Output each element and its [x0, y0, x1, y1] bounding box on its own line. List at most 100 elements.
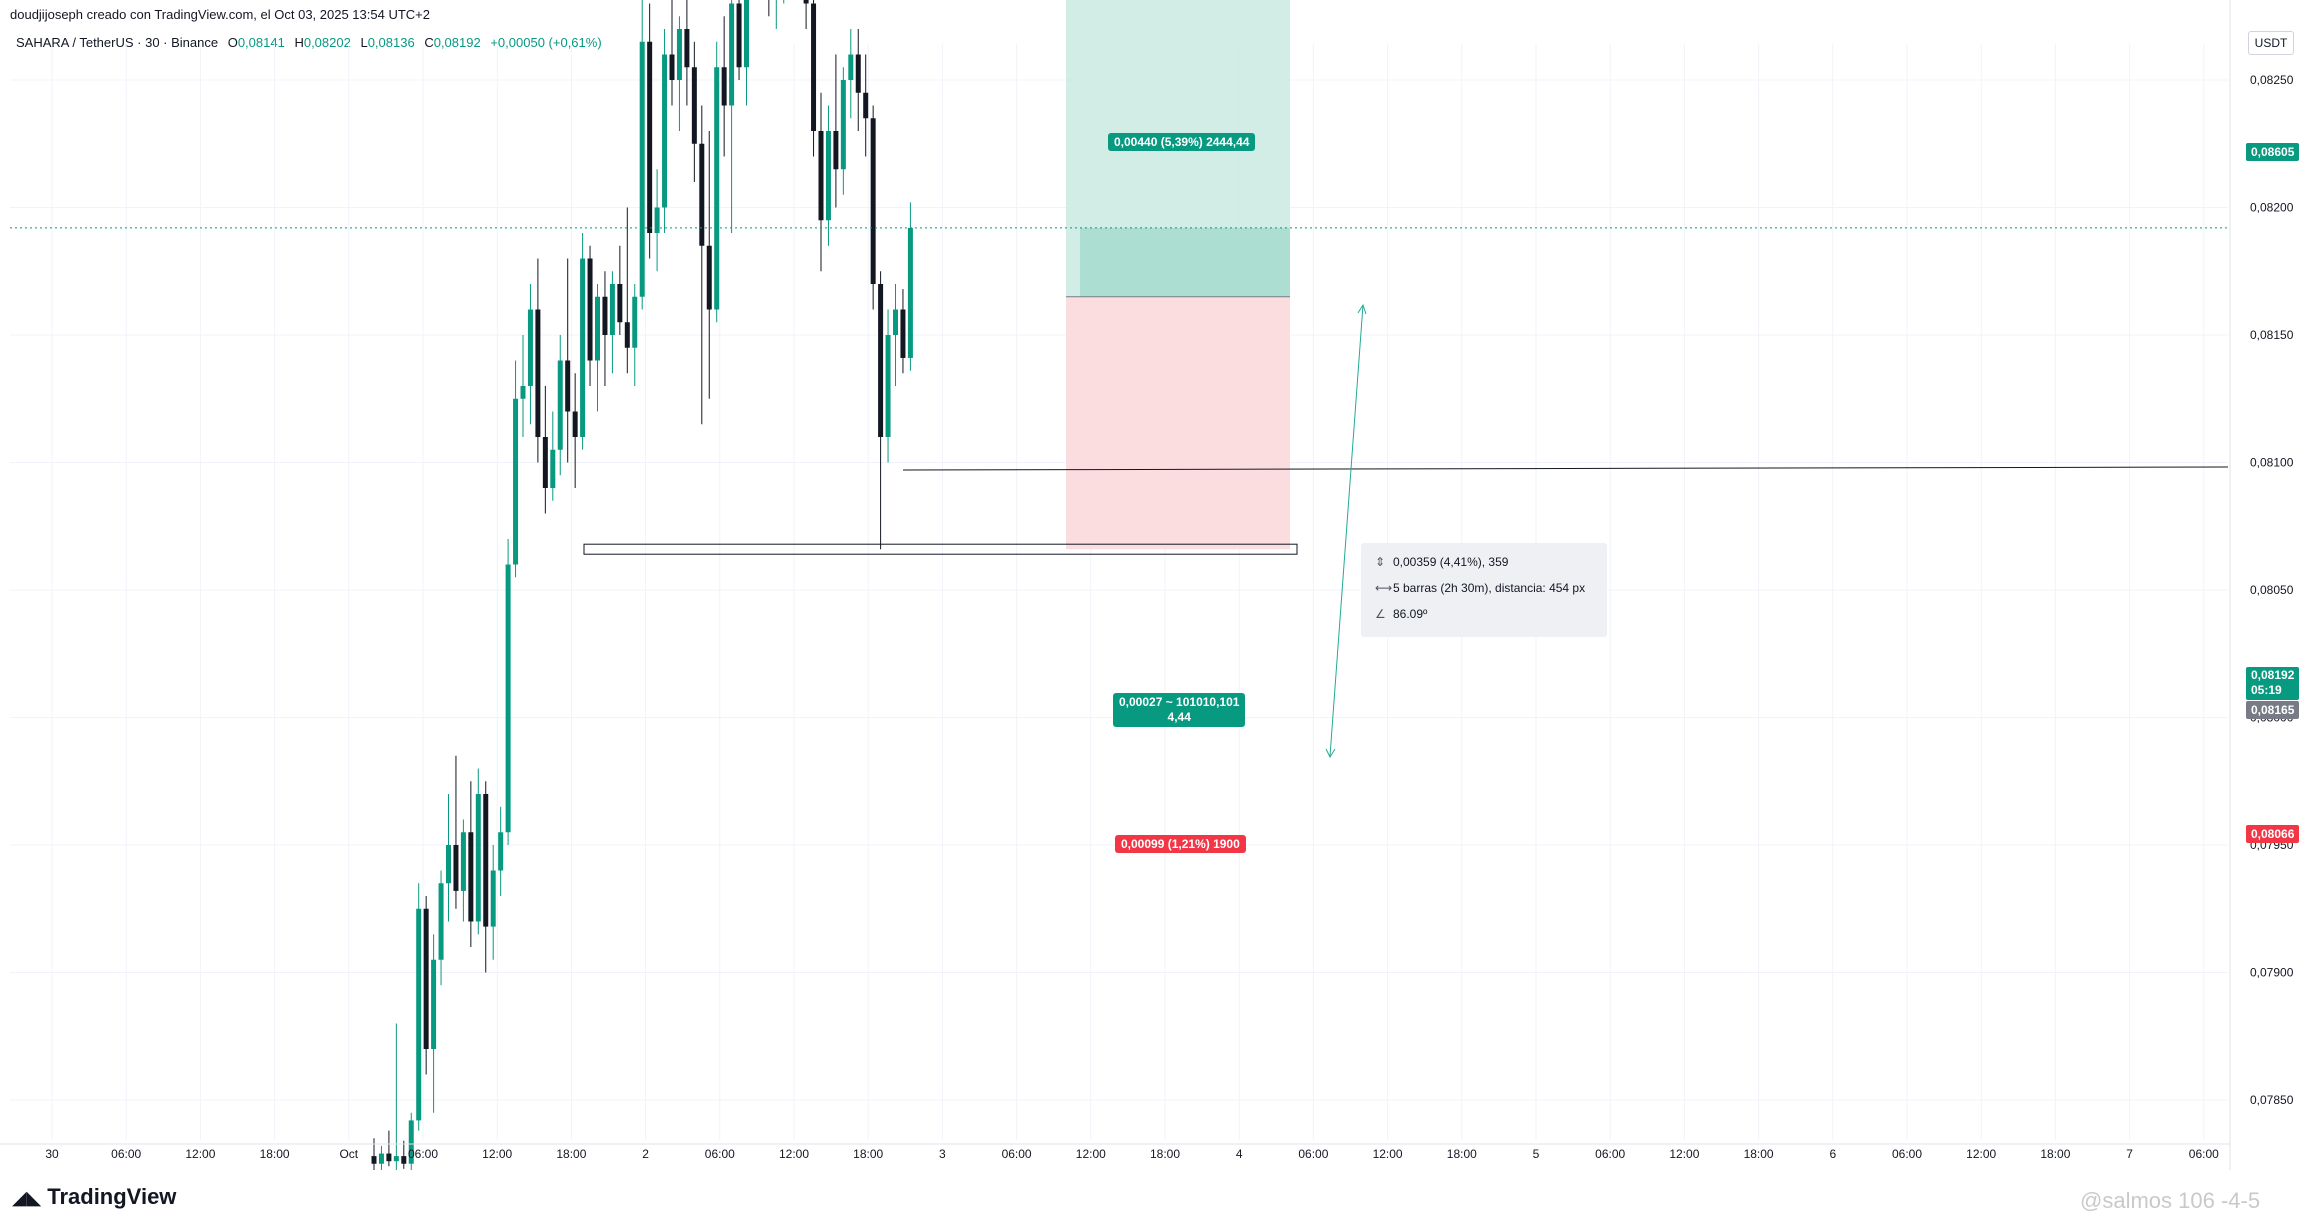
candle — [460, 819, 466, 922]
candle — [632, 284, 638, 386]
candle-body — [542, 437, 548, 488]
candle-body — [595, 296, 600, 361]
position-zones — [1066, 0, 1290, 550]
time-tick-label: 12:00 — [1373, 1147, 1403, 1161]
candle-body — [513, 398, 519, 565]
entry-label[interactable]: 0,00027 ~ 101010,101 4,44 — [1113, 693, 1246, 727]
time-tick-label: 18:00 — [1150, 1147, 1180, 1161]
price-chart[interactable]: 0,08250 0,08200 0,08150 0,08100 0,08050 0,080… — [0, 0, 2313, 1170]
time-tick-label: 18:00 — [2040, 1147, 2070, 1161]
time-tick-label: 18:00 — [1447, 1147, 1477, 1161]
candle-body — [721, 67, 727, 106]
candle — [490, 845, 496, 960]
candle — [878, 271, 884, 550]
candle-body — [803, 0, 809, 4]
candle-body — [639, 41, 645, 297]
high-value: 0,08202 — [303, 35, 351, 50]
candle-body — [825, 131, 831, 221]
candle-body — [848, 54, 854, 80]
candle — [557, 335, 563, 476]
candle-body — [706, 245, 712, 310]
candle-body — [460, 832, 466, 891]
candle-body — [490, 870, 496, 927]
candle-body — [423, 908, 429, 1049]
candle-body — [453, 845, 459, 891]
candle — [483, 781, 489, 973]
time-tick-label: 12:00 — [482, 1147, 512, 1161]
candle — [393, 1023, 399, 1170]
candle — [513, 360, 519, 578]
candle-body — [885, 335, 891, 437]
candle — [438, 870, 444, 986]
candle — [833, 54, 839, 208]
close-value: 0,08192 — [433, 35, 481, 50]
candle — [550, 411, 556, 501]
candle-body — [446, 845, 451, 884]
candle — [580, 233, 586, 450]
candle-body — [393, 1156, 399, 1162]
candle — [639, 0, 645, 310]
measure-arrow-head-down — [1325, 748, 1336, 759]
candle — [691, 41, 697, 182]
open-value: 0,08141 — [237, 35, 285, 50]
candle-body — [408, 1120, 414, 1164]
time-tick-label: 18:00 — [260, 1147, 290, 1161]
target-price-tag: 0,08605 — [2246, 143, 2300, 161]
candle — [520, 335, 526, 437]
price-tick-label: 0,07900 — [2250, 966, 2294, 980]
candle — [885, 309, 891, 463]
candle — [803, 0, 809, 29]
time-tick-label: 06:00 — [1298, 1147, 1328, 1161]
candle-body — [855, 54, 861, 93]
tradingview-logo: ◢◣ TradingView — [12, 1184, 177, 1209]
price-tick-label: 0,08050 — [2250, 583, 2294, 597]
candle — [870, 105, 876, 310]
candle — [401, 1140, 407, 1169]
candle-body — [863, 92, 869, 119]
candle-body — [617, 284, 623, 323]
candle — [468, 781, 474, 947]
candle — [811, 0, 817, 157]
candle-body — [587, 258, 593, 361]
candle — [900, 289, 906, 374]
candle — [624, 207, 630, 374]
candle-body — [654, 207, 660, 233]
stop-label[interactable]: 0,00099 (1,21%) 1900 — [1115, 835, 1246, 853]
price-tick-label: 0,08200 — [2250, 201, 2294, 215]
drawing-lines — [10, 227, 2229, 759]
currency-button[interactable]: USDT — [2248, 31, 2294, 55]
candle-body — [893, 309, 898, 335]
price-range-icon: ⇕ — [1375, 555, 1386, 569]
candle-body — [431, 959, 437, 1049]
candle-body — [684, 29, 690, 68]
target-label[interactable]: 0,00440 (5,39%) 2444,44 — [1108, 133, 1256, 151]
tradingview-logo-icon: ◢◣ — [12, 1188, 42, 1209]
candle — [768, 0, 770, 17]
candle-body — [699, 143, 705, 246]
time-tick-label: 06:00 — [1595, 1147, 1625, 1161]
stop-price-tag: 0,08066 — [2246, 825, 2300, 843]
candle-body — [609, 284, 615, 335]
support-box — [583, 543, 1298, 555]
candle — [818, 92, 824, 272]
symbol-legend[interactable]: SAHARA / TetherUS · 30 · Binance O0,0814… — [16, 35, 602, 50]
candle-body — [624, 322, 630, 348]
candle-body — [669, 54, 675, 80]
candle — [775, 0, 777, 29]
candle-body — [840, 80, 846, 170]
change-value: +0,00050 (+0,61%) — [490, 35, 602, 50]
candle — [416, 883, 422, 1131]
candle — [684, 0, 690, 106]
time-tick-label: 06:00 — [111, 1147, 141, 1161]
time-tick-label: 12:00 — [185, 1147, 215, 1161]
angle-icon: ∠ — [1375, 607, 1386, 621]
candle-body — [811, 3, 817, 131]
candle — [863, 54, 869, 157]
time-tick-label: 2 — [642, 1147, 649, 1161]
candle — [736, 0, 742, 80]
candle-body — [632, 296, 638, 348]
candle — [565, 258, 571, 463]
time-tick-label: 18:00 — [853, 1147, 883, 1161]
candle — [617, 245, 623, 335]
candle-body — [736, 3, 742, 68]
